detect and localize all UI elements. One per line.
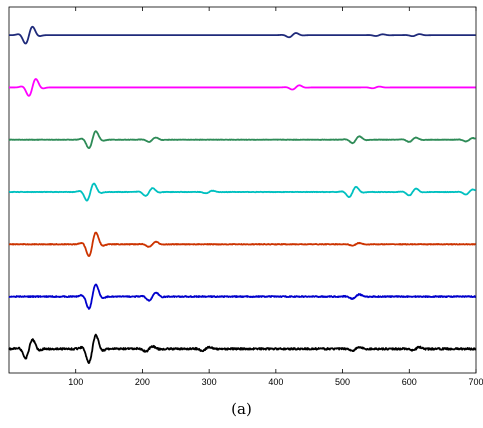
series-layer: [8, 25, 477, 364]
x-tick-label: 300: [202, 377, 217, 387]
x-tick-label: 200: [135, 377, 150, 387]
x-tick-label: 500: [335, 377, 350, 387]
series-line-2: [8, 78, 476, 97]
x-tick-label: 600: [402, 377, 417, 387]
plot-frame: [8, 6, 477, 374]
series-line-3: [8, 130, 477, 149]
x-axis: 100 200 300 400 500 600 700: [68, 7, 483, 387]
x-tick-label: 100: [68, 377, 83, 387]
x-tick-label: 700: [468, 377, 483, 387]
x-tick-label: 400: [268, 377, 283, 387]
series-line-6: [8, 283, 476, 310]
chart: 100 200 300 400 500 600 700: [8, 6, 483, 387]
series-line-7: [8, 333, 477, 364]
figure-caption: (a): [231, 400, 252, 418]
series-line-1: [8, 25, 476, 45]
series-line-4: [8, 182, 477, 202]
series-line-5: [8, 231, 477, 257]
